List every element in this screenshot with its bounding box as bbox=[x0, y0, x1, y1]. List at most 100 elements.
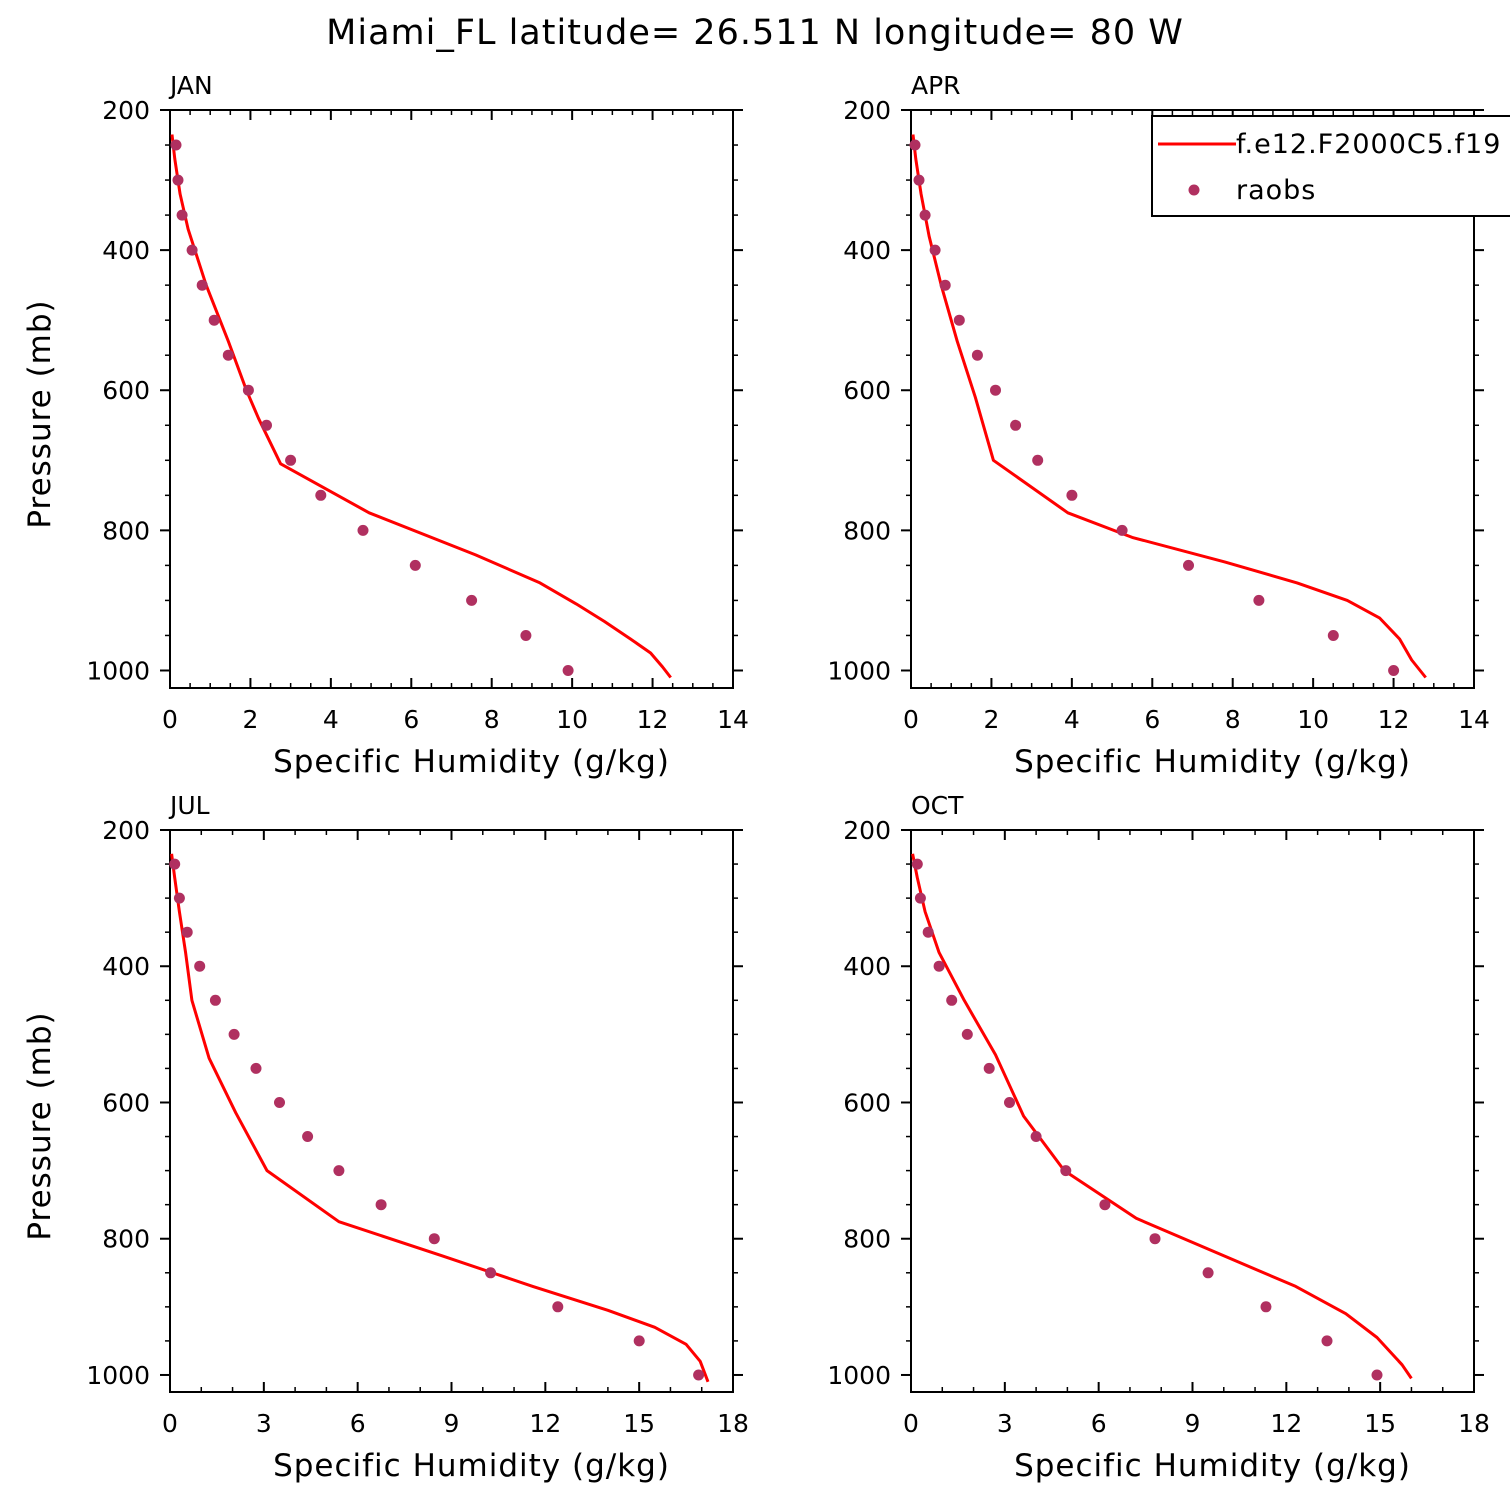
data-point-raobs bbox=[1183, 559, 1194, 571]
data-point-raobs bbox=[1327, 630, 1339, 641]
data-point-raobs bbox=[466, 594, 478, 606]
y-tick-label: 800 bbox=[102, 516, 150, 545]
y-tick-label: 1000 bbox=[827, 1361, 891, 1390]
data-point-raobs bbox=[173, 892, 185, 904]
x-tick-label: 12 bbox=[637, 705, 669, 734]
y-tick-label: 800 bbox=[843, 1225, 891, 1254]
x-axis-label: Specific Humidity (g/kg) bbox=[273, 744, 670, 780]
x-tick-label: 6 bbox=[1091, 1409, 1107, 1438]
data-point-raobs bbox=[315, 489, 327, 501]
x-tick-label: 0 bbox=[162, 1409, 178, 1438]
data-point-raobs bbox=[1060, 1165, 1072, 1177]
x-tick-label: 4 bbox=[323, 705, 339, 734]
data-point-raobs bbox=[196, 279, 208, 291]
data-point-raobs bbox=[172, 174, 184, 186]
data-point-raobs bbox=[194, 960, 206, 972]
y-tick-label: 600 bbox=[843, 376, 891, 405]
x-tick-label: 15 bbox=[623, 1409, 655, 1438]
panel-label: APR bbox=[911, 71, 961, 100]
x-tick-label: 2 bbox=[983, 705, 999, 734]
panel-oct: OCT 0 3 6 9 12 15 18 200 400 600 800 1000 Specific Hu… bbox=[827, 791, 1490, 1484]
data-point-raobs bbox=[520, 630, 532, 641]
data-point-raobs bbox=[914, 892, 926, 904]
x-tick-label: 6 bbox=[403, 705, 419, 734]
data-point-raobs bbox=[1116, 524, 1128, 536]
x-tick-label: 9 bbox=[444, 1409, 460, 1438]
panel-label: OCT bbox=[911, 791, 964, 820]
data-point-raobs bbox=[485, 1267, 497, 1279]
y-tick-label: 200 bbox=[102, 816, 150, 845]
data-point-raobs bbox=[228, 1028, 240, 1040]
data-point-raobs bbox=[1099, 1199, 1111, 1211]
data-point-raobs bbox=[913, 174, 925, 186]
data-point-raobs bbox=[1010, 419, 1022, 431]
data-point-raobs bbox=[409, 559, 421, 571]
y-axis-label: Pressure (mb) bbox=[22, 1011, 58, 1240]
x-tick-label: 6 bbox=[350, 1409, 366, 1438]
panel-apr: APR 0 2 4 6 8 10 12 14 200 400 600 800 1000 Specific H… bbox=[827, 71, 1490, 780]
data-point-raobs bbox=[209, 994, 221, 1006]
x-tick-label: 8 bbox=[1225, 705, 1241, 734]
data-point-raobs bbox=[919, 209, 931, 221]
data-point-raobs bbox=[242, 384, 254, 396]
data-point-raobs bbox=[1260, 1301, 1272, 1313]
data-point-raobs bbox=[1032, 454, 1044, 466]
x-tick-label: 12 bbox=[1378, 705, 1410, 734]
legend-model-label: f.e12.F2000C5.f19 bbox=[1236, 129, 1501, 160]
data-point-raobs bbox=[357, 524, 369, 536]
x-axis-label: Specific Humidity (g/kg) bbox=[1014, 1448, 1411, 1484]
y-tick-label: 600 bbox=[102, 376, 150, 405]
data-point-raobs bbox=[261, 419, 272, 431]
x-tick-label: 2 bbox=[242, 705, 258, 734]
x-axis-label: Specific Humidity (g/kg) bbox=[1014, 744, 1411, 780]
x-tick-label: 18 bbox=[1458, 1409, 1490, 1438]
x-tick-label: 10 bbox=[1297, 705, 1329, 734]
x-tick-label: 8 bbox=[484, 705, 500, 734]
x-tick-label: 10 bbox=[556, 705, 588, 734]
x-tick-label: 3 bbox=[256, 1409, 272, 1438]
x-tick-label: 18 bbox=[717, 1409, 749, 1438]
data-point-raobs bbox=[983, 1062, 995, 1074]
data-point-raobs bbox=[302, 1131, 314, 1142]
data-point-raobs bbox=[909, 139, 921, 151]
x-tick-label: 0 bbox=[903, 705, 919, 734]
x-tick-label: 15 bbox=[1364, 1409, 1396, 1438]
data-point-raobs bbox=[933, 960, 945, 972]
y-tick-label: 200 bbox=[102, 96, 150, 125]
data-point-raobs bbox=[181, 926, 193, 938]
data-point-raobs bbox=[1149, 1233, 1161, 1245]
y-tick-label: 200 bbox=[843, 96, 891, 125]
legend-box bbox=[1151, 115, 1510, 217]
data-point-raobs bbox=[169, 858, 181, 870]
y-tick-label: 400 bbox=[843, 952, 891, 981]
panel-jul: JUL 0 3 6 9 12 15 18 200 400 600 800 1000 Specific Hu… bbox=[22, 791, 749, 1484]
data-point-raobs bbox=[1321, 1335, 1333, 1347]
data-point-raobs bbox=[428, 1233, 440, 1245]
series-line-model bbox=[911, 134, 1427, 679]
data-point-raobs bbox=[208, 314, 220, 326]
data-point-raobs bbox=[1004, 1097, 1015, 1108]
x-tick-label: 0 bbox=[903, 1409, 919, 1438]
x-tick-label: 14 bbox=[1458, 705, 1490, 734]
x-tick-label: 12 bbox=[529, 1409, 561, 1438]
data-point-raobs bbox=[333, 1165, 345, 1177]
panel-jan: JAN 0 2 4 6 8 10 12 14 200 400 600 800 1000 Specific H… bbox=[22, 71, 749, 780]
x-tick-label: 14 bbox=[717, 705, 749, 734]
y-tick-label: 600 bbox=[843, 1088, 891, 1117]
x-tick-label: 9 bbox=[1185, 1409, 1201, 1438]
panel-label: JUL bbox=[168, 791, 210, 820]
data-point-raobs bbox=[693, 1369, 705, 1381]
legend: f.e12.F2000C5.f19 raobs bbox=[1151, 115, 1510, 217]
y-tick-label: 1000 bbox=[86, 1361, 150, 1390]
legend-obs-label: raobs bbox=[1236, 175, 1316, 206]
data-point-raobs bbox=[250, 1062, 262, 1074]
legend-dot-swatch bbox=[1188, 184, 1200, 196]
data-point-raobs bbox=[552, 1301, 564, 1313]
data-point-raobs bbox=[971, 349, 983, 361]
data-point-raobs bbox=[953, 314, 965, 326]
data-point-raobs bbox=[1030, 1131, 1042, 1142]
data-point-raobs bbox=[633, 1335, 645, 1347]
y-tick-label: 400 bbox=[102, 236, 150, 265]
